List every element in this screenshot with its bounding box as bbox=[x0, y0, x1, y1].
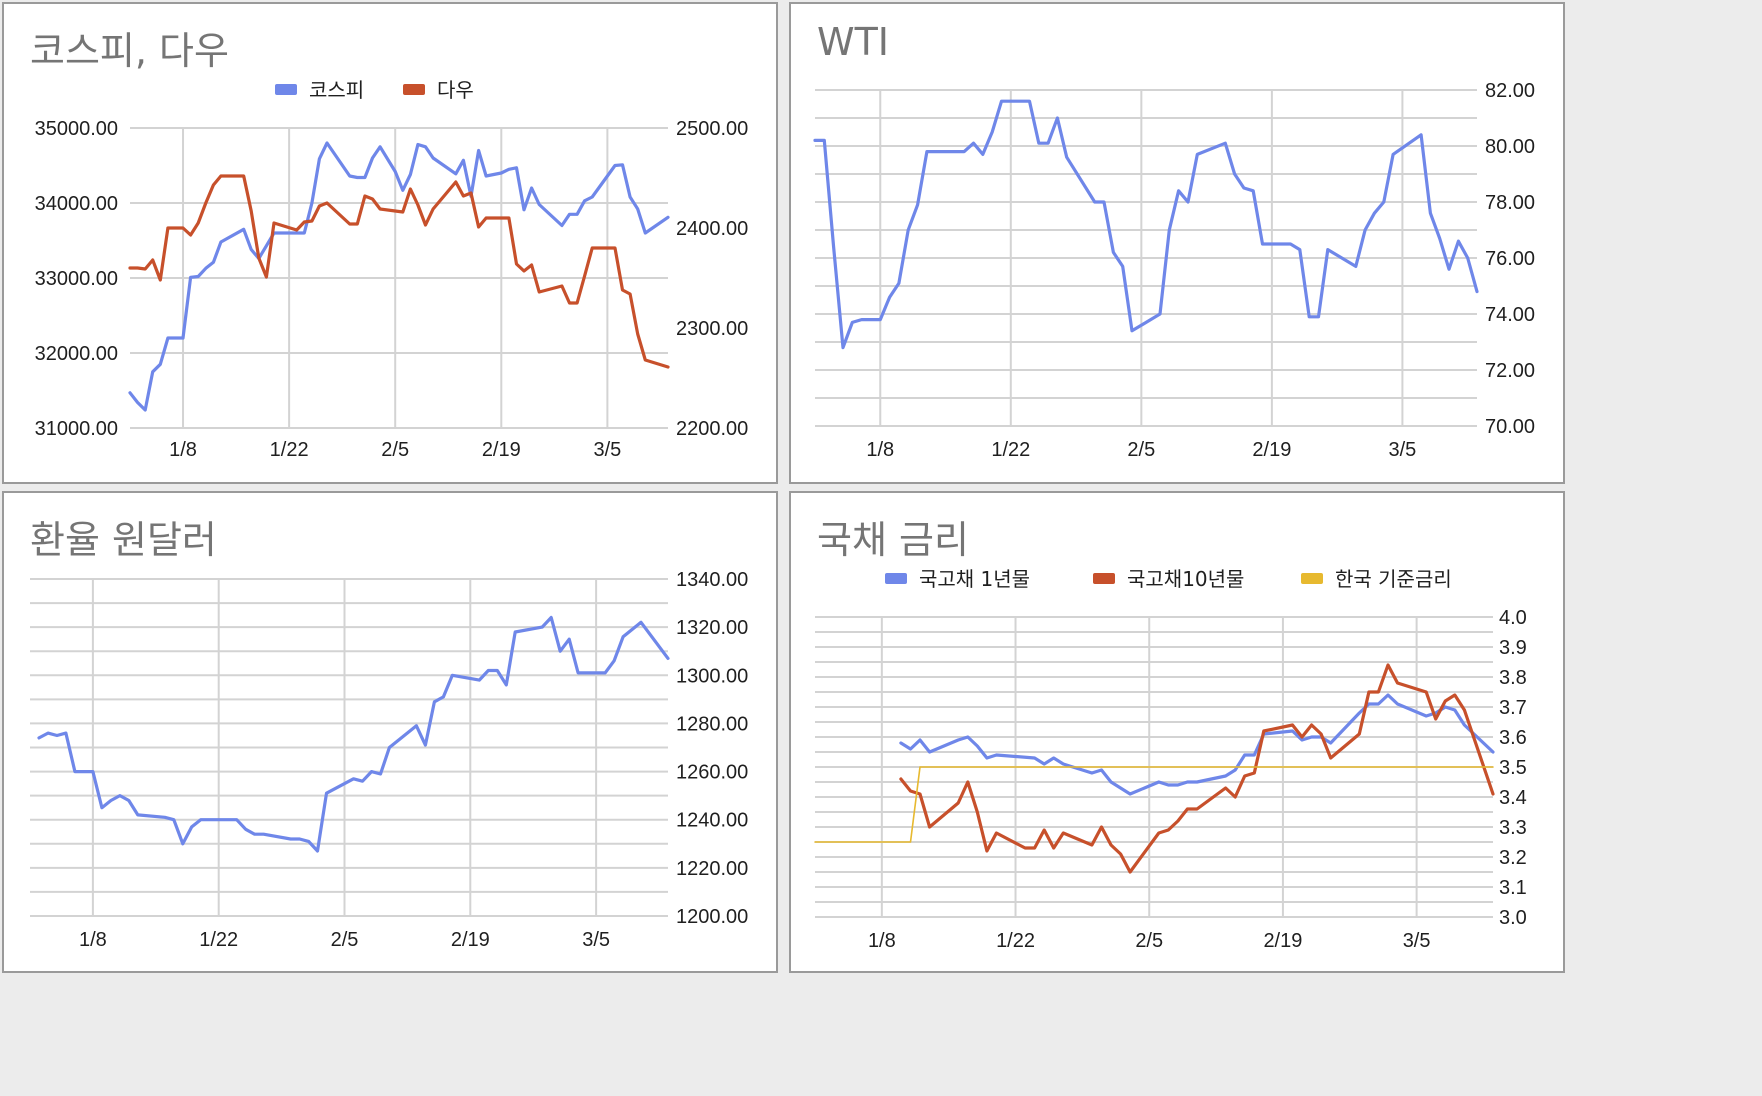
legend-swatch bbox=[403, 84, 425, 95]
y-right-tick-label: 1260.00 bbox=[676, 762, 748, 784]
x-tick-label: 2/19 bbox=[451, 929, 490, 951]
panel-title: 환율 원달러 bbox=[30, 518, 217, 562]
wti-panel: WTI 1/8 1/22 2/5 2/19 3/5 70.00 72.00 74.00 76.0… bbox=[789, 2, 1565, 484]
bonds-chart: 1/8 1/22 2/5 2/19 3/5 3.0 3.1 3.2 3.3 3.4 3.5 3.6 3.… bbox=[814, 567, 1527, 952]
y-right-tick-label: 1280.00 bbox=[676, 713, 748, 735]
x-tick-label: 1/8 bbox=[79, 929, 107, 951]
y-right-tick-label: 1320.00 bbox=[676, 617, 748, 639]
y-left-tick-label: 32000.00 bbox=[35, 343, 118, 365]
x-tick-label: 1/22 bbox=[199, 929, 238, 951]
y-right-tick-label: 4.0 bbox=[1499, 607, 1527, 629]
y-right-tick-label: 3.7 bbox=[1499, 697, 1527, 719]
y-right-tick-label: 70.00 bbox=[1485, 416, 1535, 438]
y-right-tick-label: 74.00 bbox=[1485, 304, 1535, 326]
legend-swatch bbox=[1301, 573, 1323, 584]
panel-title: WTI bbox=[817, 20, 889, 64]
y-right-tick-label: 82.00 bbox=[1485, 80, 1535, 102]
x-tick-label: 2/5 bbox=[1127, 439, 1155, 461]
kospi-dow-panel: 코스피, 다우 1/8 1/22 2/5 2/19 3/5 31000.00 32000.0… bbox=[2, 2, 778, 484]
y-right-tick-label: 3.6 bbox=[1499, 727, 1527, 749]
y-right-tick-label: 1220.00 bbox=[676, 858, 748, 880]
legend-swatch bbox=[885, 573, 907, 584]
wti-chart: 1/8 1/22 2/5 2/19 3/5 70.00 72.00 74.00 76.00 78.… bbox=[813, 80, 1535, 461]
x-tick-label: 2/19 bbox=[1263, 930, 1302, 952]
kospi-dow-chart: 1/8 1/22 2/5 2/19 3/5 31000.00 32000.00 33000.0… bbox=[35, 78, 749, 461]
x-tick-label: 1/8 bbox=[169, 439, 197, 461]
series-line-국고채10년물 bbox=[899, 663, 1495, 874]
x-tick-label: 3/5 bbox=[1403, 930, 1431, 952]
series-line-국고채-1년물 bbox=[899, 693, 1495, 796]
series-line-한국-기준금리 bbox=[814, 766, 1494, 843]
y-right-tick-label: 3.9 bbox=[1499, 637, 1527, 659]
x-tick-label: 3/5 bbox=[582, 929, 610, 951]
series-line-다우 bbox=[128, 174, 670, 369]
legend-label: 한국 기준금리 bbox=[1335, 567, 1452, 591]
y-right-tick-label: 2200.00 bbox=[676, 418, 748, 440]
x-tick-label: 2/5 bbox=[381, 439, 409, 461]
x-tick-label: 1/8 bbox=[866, 439, 894, 461]
y-right-tick-label: 2300.00 bbox=[676, 318, 748, 340]
y-left-tick-label: 31000.00 bbox=[35, 418, 118, 440]
y-right-tick-label: 78.00 bbox=[1485, 192, 1535, 214]
x-tick-label: 1/22 bbox=[991, 439, 1030, 461]
legend-label: 국고채10년물 bbox=[1127, 567, 1244, 591]
x-tick-label: 2/19 bbox=[482, 439, 521, 461]
legend-swatch bbox=[1093, 573, 1115, 584]
y-right-tick-label: 3.3 bbox=[1499, 817, 1527, 839]
y-right-tick-label: 1240.00 bbox=[676, 810, 748, 832]
y-right-tick-label: 1340.00 bbox=[676, 569, 748, 591]
panel-title: 국채 금리 bbox=[817, 518, 969, 562]
y-right-tick-label: 3.8 bbox=[1499, 667, 1527, 689]
y-left-tick-label: 35000.00 bbox=[35, 118, 118, 140]
y-right-tick-label: 2400.00 bbox=[676, 218, 748, 240]
legend-label: 코스피 bbox=[309, 78, 364, 102]
y-left-tick-label: 34000.00 bbox=[35, 193, 118, 215]
x-tick-label: 3/5 bbox=[1389, 439, 1417, 461]
y-right-tick-label: 1200.00 bbox=[676, 906, 748, 928]
y-left-tick-label: 33000.00 bbox=[35, 268, 118, 290]
legend-label: 국고채 1년물 bbox=[919, 567, 1030, 591]
y-right-tick-label: 76.00 bbox=[1485, 248, 1535, 270]
y-right-tick-label: 3.5 bbox=[1499, 757, 1527, 779]
y-right-tick-label: 2500.00 bbox=[676, 118, 748, 140]
y-right-tick-label: 3.1 bbox=[1499, 877, 1527, 899]
panel-title: 코스피, 다우 bbox=[30, 29, 229, 73]
x-tick-label: 3/5 bbox=[593, 439, 621, 461]
y-right-tick-label: 1300.00 bbox=[676, 665, 748, 687]
legend-swatch bbox=[275, 84, 297, 95]
x-tick-label: 2/19 bbox=[1252, 439, 1291, 461]
x-tick-label: 1/8 bbox=[868, 930, 896, 952]
x-tick-label: 1/22 bbox=[996, 930, 1035, 952]
fx-chart: 1/8 1/22 2/5 2/19 3/5 1200.00 1220.00 1240.00 12… bbox=[30, 569, 748, 951]
series-line-코스피 bbox=[128, 141, 670, 412]
legend-label: 다우 bbox=[437, 78, 474, 102]
x-tick-label: 2/5 bbox=[1135, 930, 1163, 952]
y-right-tick-label: 3.4 bbox=[1499, 787, 1527, 809]
x-tick-label: 1/22 bbox=[270, 439, 309, 461]
y-right-tick-label: 3.0 bbox=[1499, 907, 1527, 929]
bonds-panel: 국채 금리 1/8 1/22 2/5 2/19 3/5 3.0 3.1 3.2 3.3 3.4 3.… bbox=[789, 491, 1565, 973]
y-right-tick-label: 72.00 bbox=[1485, 360, 1535, 382]
series-line-line bbox=[37, 615, 670, 853]
y-right-tick-label: 80.00 bbox=[1485, 136, 1535, 158]
y-right-tick-label: 3.2 bbox=[1499, 847, 1527, 869]
fx-panel: 환율 원달러 1/8 1/22 2/5 2/19 3/5 1200.00 1220.00 12… bbox=[2, 491, 778, 973]
series-line-line bbox=[813, 99, 1479, 350]
x-tick-label: 2/5 bbox=[331, 929, 359, 951]
